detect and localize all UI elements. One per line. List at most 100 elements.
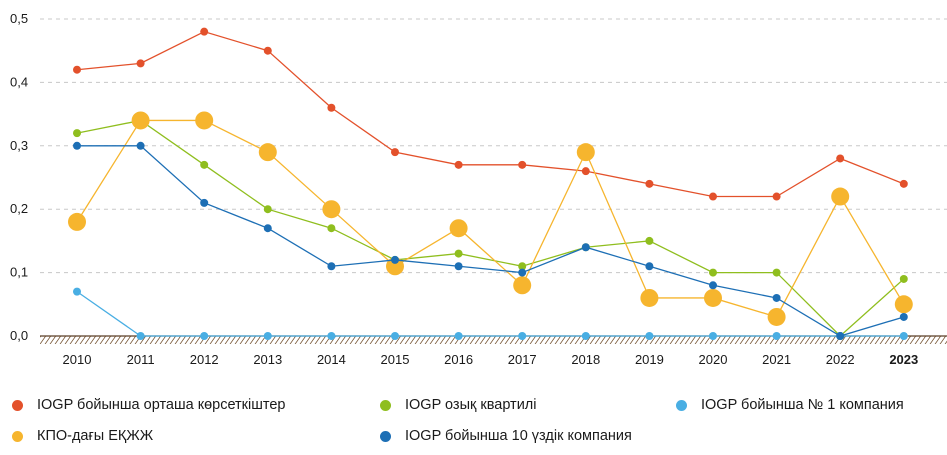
data-point bbox=[709, 281, 717, 290]
data-point bbox=[386, 257, 404, 276]
y-axis-tick-labels: 0,0 0,1 0,2 0,3 0,4 0,5 bbox=[10, 11, 28, 343]
x-tick-label: 2013 bbox=[253, 352, 282, 367]
data-point bbox=[704, 288, 722, 307]
series-line bbox=[77, 145, 904, 337]
legend-item-iogp-top-quartile: IOGP озық квартилі bbox=[380, 397, 536, 413]
x-tick-label: 2014 bbox=[317, 352, 346, 367]
data-point bbox=[73, 65, 81, 74]
legend-item-iogp-top10: IOGP бойынша 10 үздік компания bbox=[380, 428, 632, 444]
data-point bbox=[581, 243, 590, 252]
x-tick-label: 2010 bbox=[63, 352, 92, 367]
data-point bbox=[709, 268, 717, 277]
y-tick-label: 0,3 bbox=[10, 138, 28, 153]
data-point bbox=[136, 332, 145, 340]
y-tick-label: 0,1 bbox=[10, 265, 28, 280]
x-tick-label: 2023 bbox=[889, 352, 918, 367]
data-point bbox=[73, 141, 81, 150]
legend-label: IOGP бойынша № 1 компания bbox=[701, 397, 904, 413]
data-point bbox=[518, 262, 527, 271]
data-point bbox=[831, 187, 850, 206]
legend-label: КПО-дағы ЕҚЖЖ bbox=[37, 428, 154, 444]
series-line bbox=[76, 119, 905, 318]
data-point bbox=[645, 179, 654, 188]
legend-swatch-light-blue bbox=[676, 399, 687, 411]
data-point bbox=[68, 212, 86, 231]
legend-item-kpo: КПО-дағы ЕҚЖЖ bbox=[12, 428, 153, 444]
data-point bbox=[200, 198, 209, 207]
x-tick-label: 2019 bbox=[635, 352, 664, 367]
data-point bbox=[518, 332, 527, 340]
y-tick-label: 0,4 bbox=[10, 74, 28, 89]
legend-label: IOGP озық квартилі bbox=[405, 397, 537, 413]
data-point bbox=[899, 312, 908, 321]
x-tick-label: 2015 bbox=[381, 352, 410, 367]
data-point bbox=[581, 332, 590, 340]
x-tick-label: 2012 bbox=[190, 352, 219, 367]
data-point bbox=[645, 262, 654, 271]
data-point bbox=[581, 167, 590, 176]
series-line bbox=[76, 30, 905, 198]
y-tick-label: 0,2 bbox=[10, 201, 28, 216]
data-point bbox=[200, 160, 209, 169]
legend-item-iogp-no1-company: IOGP бойынша № 1 компания bbox=[676, 397, 904, 413]
legend-item-iogp-average: IOGP бойынша орташа көрсеткіштер bbox=[12, 397, 285, 413]
data-point bbox=[899, 332, 908, 340]
data-point bbox=[200, 332, 209, 340]
x-tick-label: 2011 bbox=[127, 352, 155, 367]
data-point bbox=[836, 332, 845, 340]
data-point bbox=[73, 129, 81, 138]
data-point bbox=[772, 332, 781, 340]
legend-label: IOGP бойынша 10 үздік компания bbox=[405, 428, 632, 444]
data-point bbox=[772, 293, 781, 302]
data-point bbox=[195, 111, 214, 130]
x-tick-label: 2017 bbox=[508, 352, 537, 367]
x-tick-label: 2021 bbox=[762, 352, 791, 367]
series-line bbox=[76, 291, 904, 337]
x-tick-label: 2022 bbox=[826, 352, 855, 367]
data-point bbox=[645, 332, 654, 340]
data-point bbox=[136, 141, 145, 150]
data-point bbox=[391, 148, 399, 157]
y-tick-label: 0,5 bbox=[10, 11, 28, 26]
data-point bbox=[258, 143, 277, 162]
data-point bbox=[899, 274, 908, 283]
series-line bbox=[76, 119, 905, 337]
data-point bbox=[709, 332, 717, 340]
legend-swatch-yellow bbox=[12, 430, 23, 442]
data-point bbox=[518, 268, 527, 277]
x-tick-label: 2016 bbox=[444, 352, 473, 367]
y-tick-label: 0,0 bbox=[10, 328, 28, 343]
data-point bbox=[136, 59, 145, 68]
data-point bbox=[518, 160, 527, 169]
data-point bbox=[899, 179, 908, 188]
data-point bbox=[513, 276, 532, 295]
x-tick-label: 2020 bbox=[699, 352, 728, 367]
data-point bbox=[645, 236, 654, 245]
legend-swatch-green bbox=[380, 399, 391, 411]
data-point bbox=[836, 154, 845, 163]
data-point bbox=[772, 192, 781, 201]
gridlines bbox=[40, 18, 947, 274]
data-point bbox=[772, 268, 781, 277]
data-point bbox=[449, 219, 468, 238]
data-point bbox=[709, 192, 717, 201]
data-point bbox=[454, 262, 463, 271]
data-point bbox=[454, 160, 463, 169]
series-1 bbox=[73, 27, 908, 201]
x-tick-label: 2018 bbox=[571, 352, 600, 367]
data-point bbox=[322, 200, 341, 219]
data-point bbox=[327, 103, 336, 112]
data-point bbox=[131, 111, 150, 130]
data-point bbox=[327, 332, 336, 340]
data-point bbox=[454, 332, 463, 340]
x-axis-baseline-hatch bbox=[40, 336, 947, 344]
data-point bbox=[576, 143, 595, 162]
data-point bbox=[327, 262, 336, 271]
data-point bbox=[894, 295, 913, 314]
x-axis-tick-labels: 2010 2011 2012 2013 2014 2015 2016 2017 2018 2019… bbox=[63, 352, 919, 367]
data-point bbox=[640, 288, 659, 307]
series-5 bbox=[73, 141, 908, 340]
legend-swatch-orange-red bbox=[12, 399, 23, 411]
legend-label: IOGP бойынша орташа көрсеткіштер bbox=[37, 397, 286, 413]
line-chart: 0,00,10,20,30,40,5 2010 2011 2012 2013 2014 2… bbox=[10, 11, 947, 367]
